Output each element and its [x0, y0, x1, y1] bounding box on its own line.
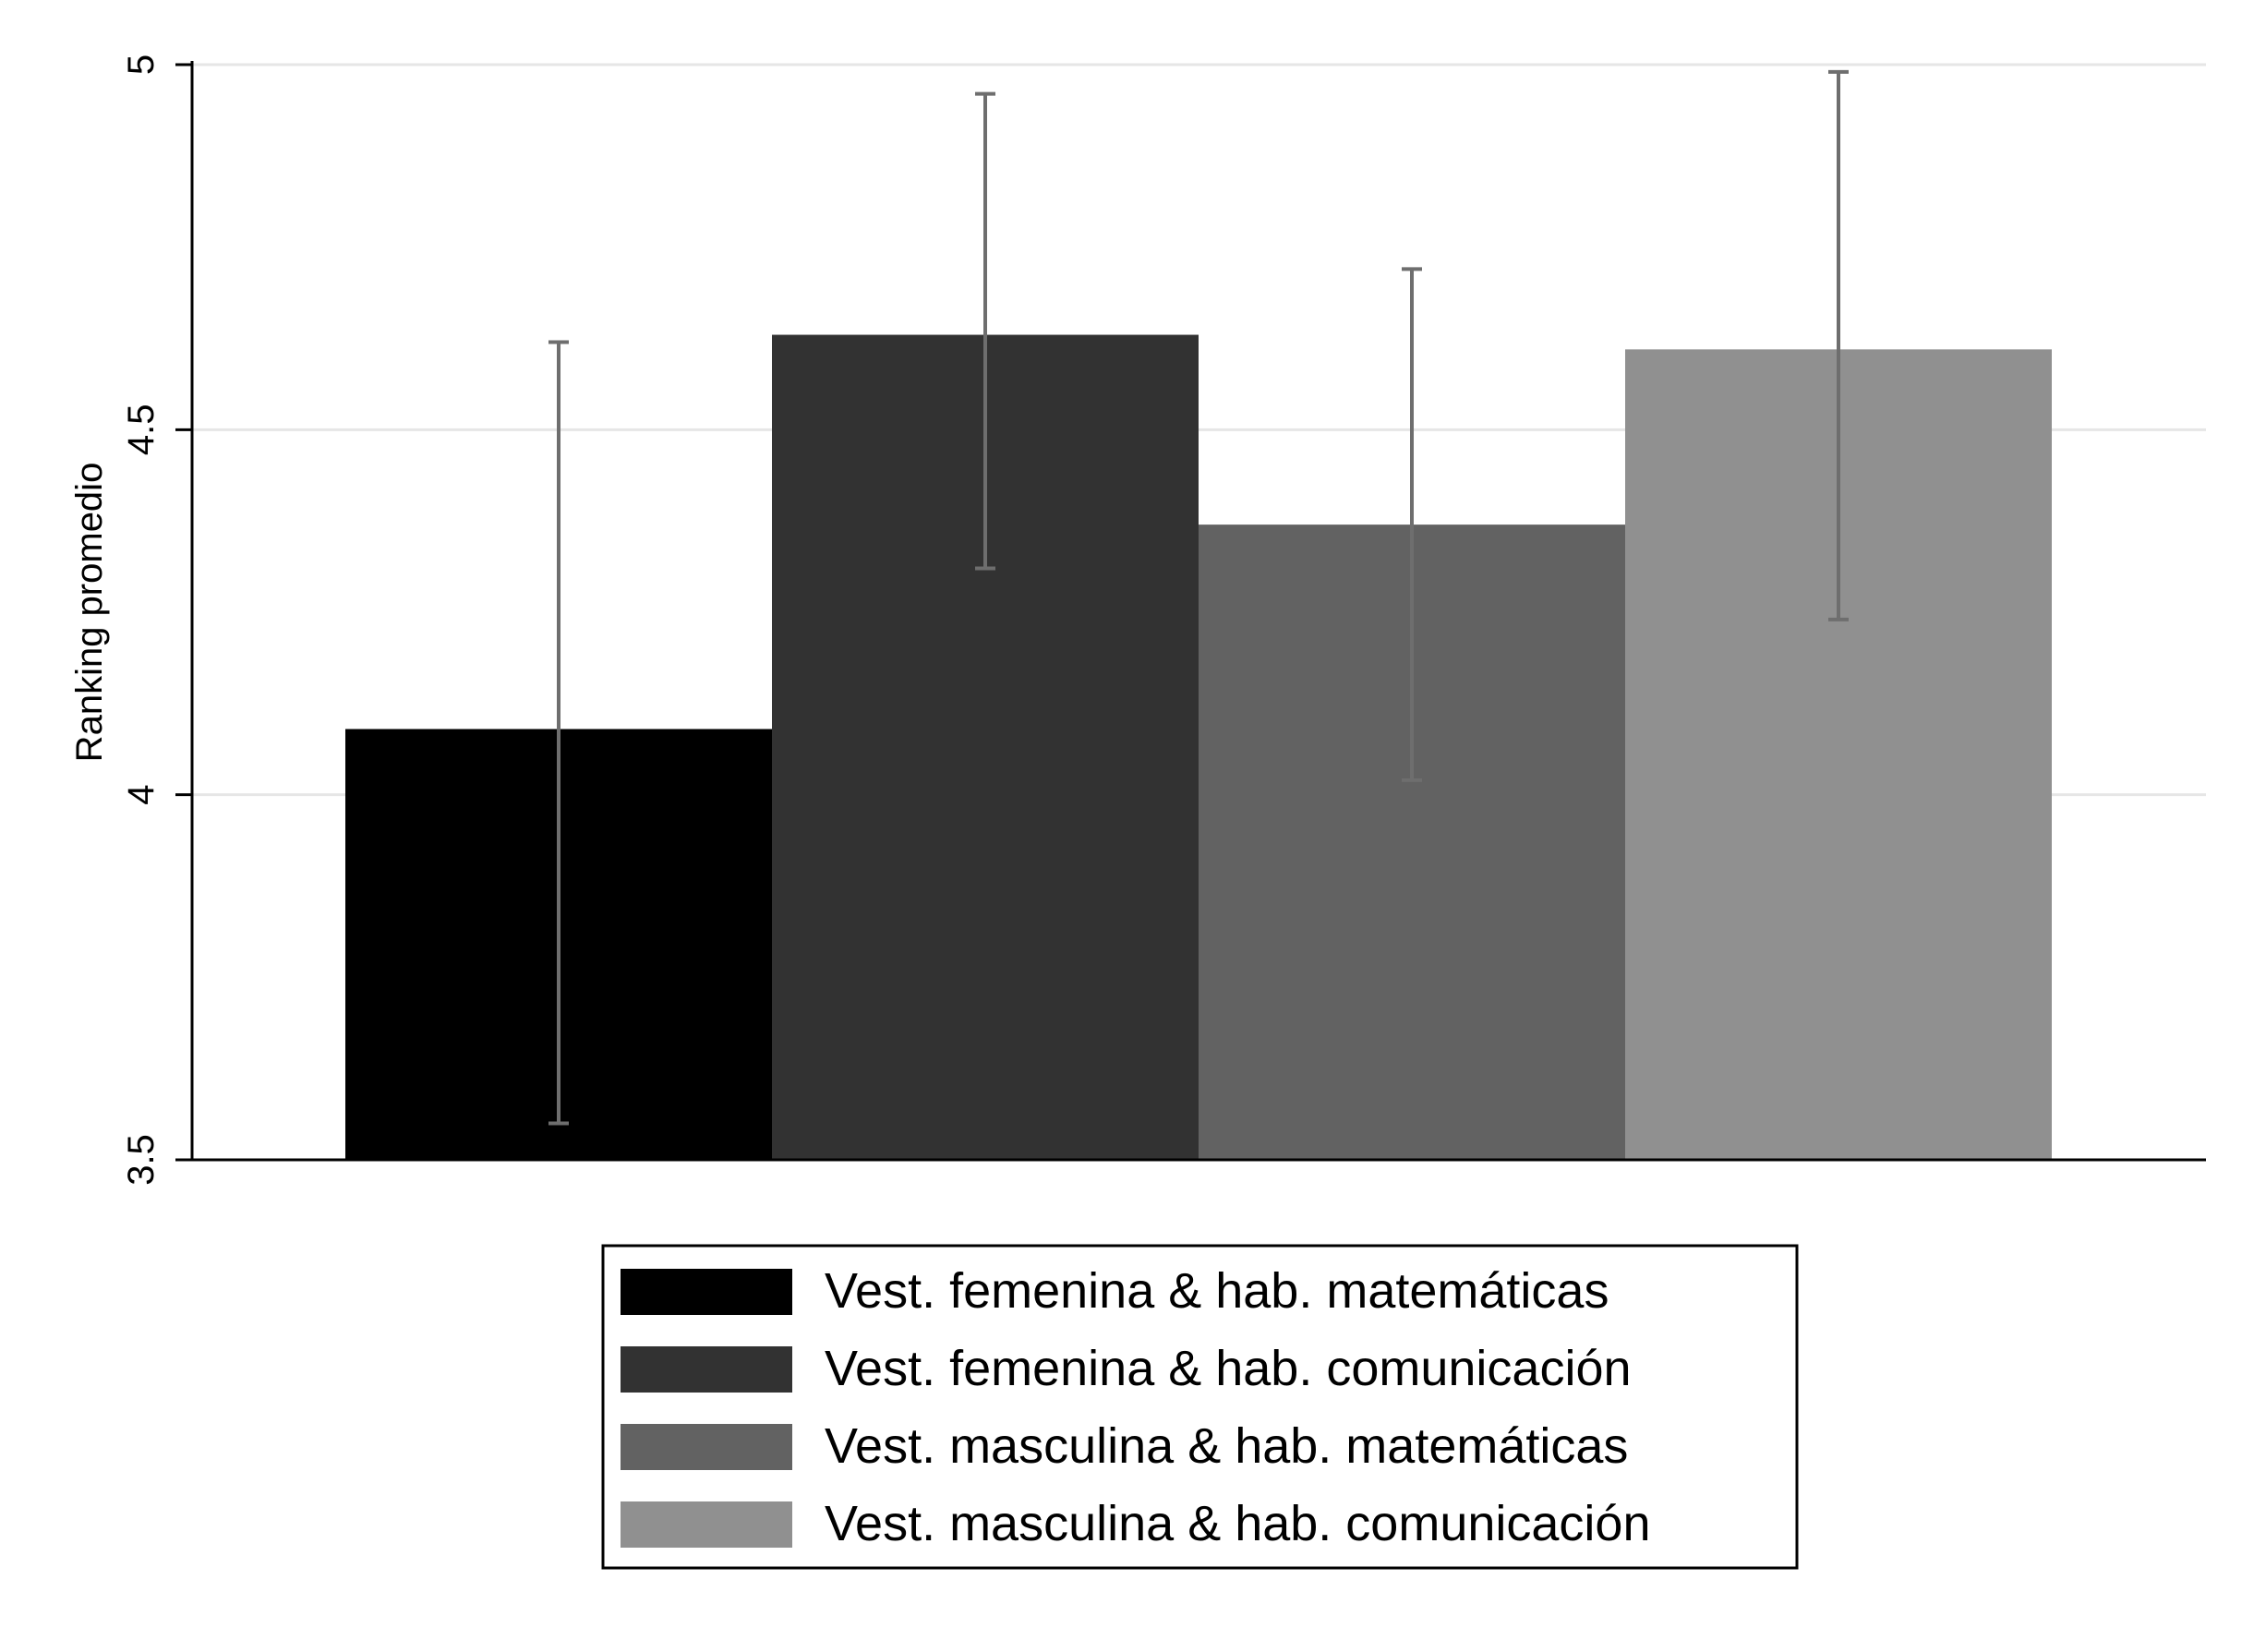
- legend-swatch-2: [621, 1346, 792, 1393]
- legend-box: [601, 1244, 1799, 1570]
- legend-label-1: Vest. femenina & hab. matemáticas: [825, 1263, 1609, 1319]
- y-tick-label-2: 4.5: [121, 404, 162, 456]
- legend-label-2: Vest. femenina & hab. comunicación: [825, 1341, 1632, 1396]
- legend-label-4: Vest. masculina & hab. comunicación: [825, 1496, 1650, 1551]
- y-tick-label-0: 3.5: [121, 1134, 162, 1186]
- y-tick-label-1: 4: [121, 785, 162, 805]
- y-axis: 3.5 4 4.5 5: [121, 54, 2206, 1186]
- y-axis-label: Ranking promedio: [69, 463, 110, 763]
- error-bars: [548, 69, 1849, 1126]
- y-tick-label-3: 5: [121, 54, 162, 75]
- bars: [345, 334, 2052, 1161]
- legend-label-3: Vest. masculina & hab. matemáticas: [825, 1418, 1628, 1474]
- legend: Vest. femenina & hab. matemáticas Vest. f…: [601, 1244, 1799, 1570]
- legend-swatch-3: [621, 1424, 792, 1470]
- legend-swatch-1: [621, 1269, 792, 1315]
- legend-swatch-4: [621, 1501, 792, 1548]
